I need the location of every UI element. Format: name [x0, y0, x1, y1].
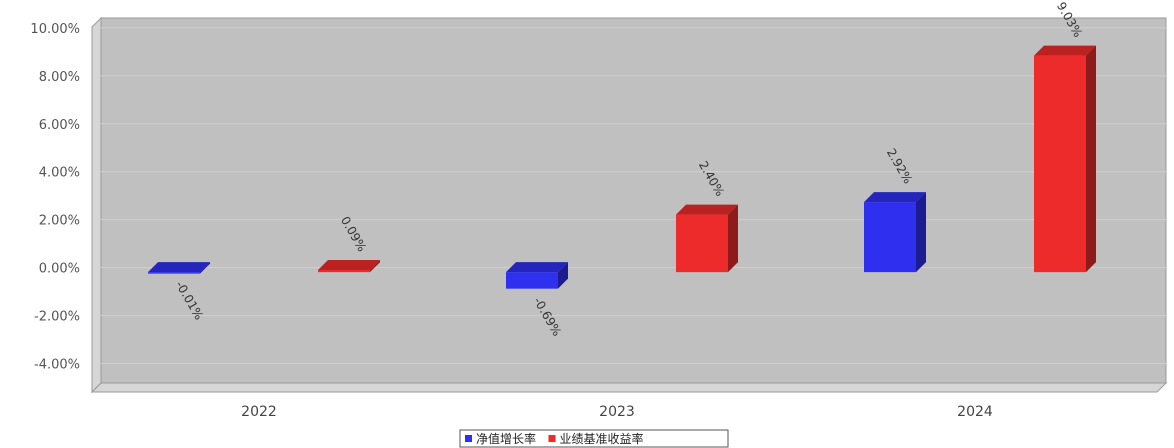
bar-top — [676, 204, 738, 215]
y-tick-label: -4.00% — [34, 358, 80, 373]
bar — [676, 204, 738, 273]
bar — [506, 262, 568, 289]
bar-side — [200, 262, 210, 274]
bar-side — [728, 204, 738, 273]
x-category-label: 2023 — [599, 404, 635, 420]
plot-area — [90, 16, 1168, 394]
plot-background — [100, 17, 1167, 384]
x-category-label: 2022 — [241, 404, 277, 420]
plot-left-wall — [91, 16, 102, 394]
bar — [148, 262, 210, 274]
y-tick-label: 4.00% — [39, 166, 80, 181]
bar-side — [558, 262, 568, 289]
plot-floor — [90, 382, 1168, 393]
bar-front — [506, 272, 558, 289]
bar-front — [318, 269, 370, 273]
x-axis: 2022 2023 2024 — [241, 404, 993, 420]
bar-front — [148, 272, 200, 274]
y-tick-label: -2.00% — [34, 310, 80, 325]
legend-box — [459, 429, 729, 448]
bar-top — [148, 262, 210, 273]
y-tick-label: 6.00% — [39, 118, 80, 133]
bar-side — [916, 192, 926, 273]
y-tick-label: 2.00% — [39, 214, 80, 229]
y-tick-label: 8.00% — [39, 70, 80, 85]
bar — [1034, 45, 1096, 273]
bar-front — [676, 214, 728, 273]
bar-front — [1034, 55, 1086, 273]
legend-entry-label: 业绩基准收益率 — [560, 431, 644, 446]
legend-swatch — [548, 435, 556, 442]
bar-side — [1086, 45, 1096, 273]
bar-front — [864, 202, 916, 273]
y-tick-label: 10.00% — [30, 22, 80, 37]
bar-top — [506, 262, 568, 273]
legend-swatch — [465, 435, 472, 442]
bar-top — [864, 192, 926, 203]
bar — [864, 192, 926, 273]
bar-top — [1034, 45, 1096, 56]
bars-group — [148, 45, 1096, 289]
x-category-label: 2024 — [957, 404, 993, 420]
legend: 净值增长率 业绩基准收益率 — [459, 429, 729, 448]
y-tick-label: 0.00% — [39, 262, 80, 277]
legend-entry-label: 净值增长率 — [476, 431, 536, 446]
bar — [318, 259, 380, 273]
y-axis: 10.00% 8.00% 6.00% 4.00% 2.00% 0.00% -2.00% -4.… — [30, 22, 80, 373]
bar-side — [370, 259, 380, 273]
bar-top — [318, 259, 380, 270]
